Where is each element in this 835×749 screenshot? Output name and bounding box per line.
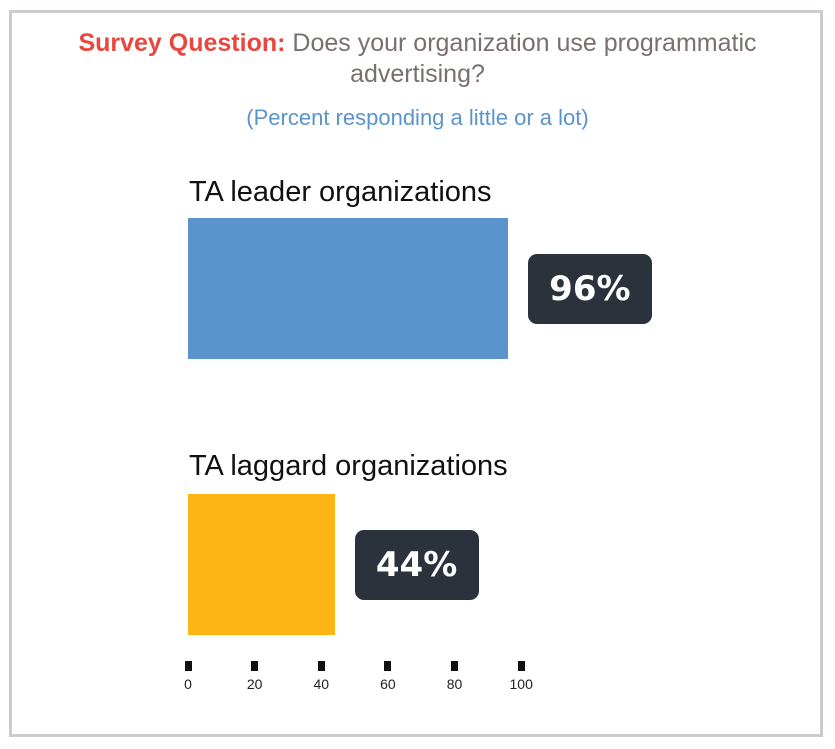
value-badge: 96% — [527, 253, 652, 324]
category-label: TA laggard organizations — [189, 450, 508, 482]
tick-mark — [184, 661, 192, 671]
tick-label: 0 — [184, 676, 192, 692]
value-badge: 44% — [354, 529, 479, 600]
bar — [188, 218, 508, 359]
tick-label: 80 — [446, 676, 463, 692]
tick-mark — [317, 661, 325, 671]
tick-label: 100 — [509, 676, 533, 692]
chart-frame — [9, 10, 823, 737]
tick-label: 20 — [246, 676, 263, 692]
chart-subtitle: (Percent responding a little or a lot) — [246, 105, 589, 130]
question-label: Survey Question: — [78, 29, 286, 57]
tick-label: 60 — [380, 676, 396, 692]
tick-mark — [517, 661, 525, 671]
tick-label: 40 — [313, 676, 330, 692]
question-text: Does your organization use programmatic … — [292, 29, 757, 88]
tick-mark — [451, 661, 459, 671]
bar — [188, 494, 335, 635]
tick-mark — [251, 661, 259, 671]
chart-title: Survey Question: Does your organization … — [40, 28, 795, 90]
category-label: TA leader organizations — [189, 176, 492, 208]
tick-mark — [384, 661, 392, 671]
